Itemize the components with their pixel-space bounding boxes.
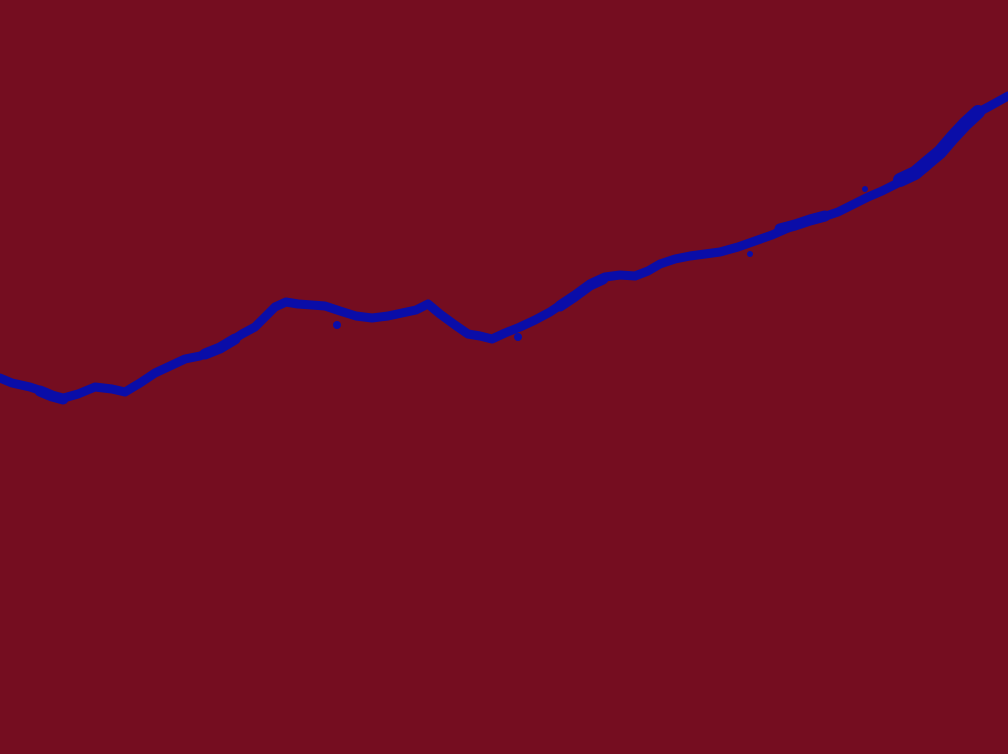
blue-band-nub [747, 251, 753, 257]
blue-band-region-thick [893, 105, 985, 187]
blue-band-region-thick [554, 210, 831, 312]
blue-band-nub [514, 333, 522, 341]
blue-band-region [0, 91, 1008, 404]
blue-band-nub [862, 186, 868, 192]
blue-band-nub [333, 321, 341, 329]
blue-band-region-thick [34, 333, 241, 405]
